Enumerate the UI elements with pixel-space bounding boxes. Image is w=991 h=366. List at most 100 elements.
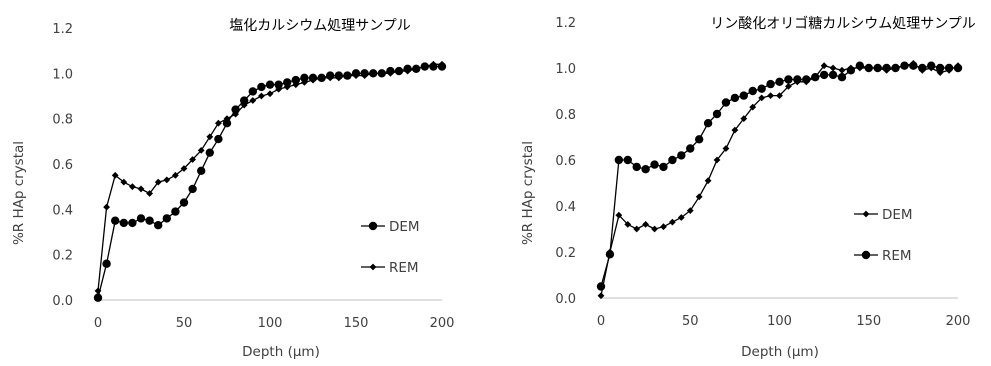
y-tick-label: 1.0 xyxy=(52,67,73,82)
data-point-dem xyxy=(205,148,214,157)
data-point-dem xyxy=(776,92,783,99)
data-point-rem xyxy=(137,185,145,193)
data-point-rem xyxy=(189,156,196,163)
series-rem xyxy=(596,61,963,291)
data-point-rem xyxy=(837,73,847,82)
x-tick-label: 100 xyxy=(767,314,792,329)
data-point-rem xyxy=(249,97,257,104)
data-point-rem xyxy=(395,67,403,75)
data-point-rem xyxy=(793,75,802,84)
data-point-dem xyxy=(102,259,111,268)
chart-calcium-chloride: 塩化カルシウム処理サンプル %R HAp crystal Depth (µm) … xyxy=(11,18,454,360)
data-point-rem xyxy=(757,84,766,93)
data-point-rem xyxy=(873,63,882,73)
data-point-rem xyxy=(802,75,811,84)
data-point-dem xyxy=(722,145,730,152)
data-point-rem xyxy=(846,66,856,75)
y-axis-title: %R HAp crystal xyxy=(520,141,536,245)
data-point-dem xyxy=(257,82,266,92)
data-point-rem xyxy=(387,69,394,77)
data-point-rem xyxy=(438,60,446,68)
data-point-dem xyxy=(731,126,739,134)
legend-label: DEM xyxy=(882,207,913,223)
data-point-dem xyxy=(749,103,757,111)
y-tick-label: 0.0 xyxy=(52,294,73,309)
data-point-dem xyxy=(677,214,685,221)
x-axis-title: Depth (µm) xyxy=(741,344,819,360)
data-point-rem xyxy=(197,147,205,154)
x-tick-label: 200 xyxy=(430,316,455,331)
data-point-dem xyxy=(642,221,650,228)
data-point-rem xyxy=(223,115,231,123)
data-point-rem xyxy=(120,178,128,186)
data-point-rem xyxy=(361,72,368,79)
data-point-rem xyxy=(668,155,677,165)
data-point-dem xyxy=(300,73,309,83)
legend-label: REM xyxy=(882,248,912,264)
data-point-dem xyxy=(669,218,676,226)
y-tick-label: 1.0 xyxy=(555,62,576,77)
data-point-rem xyxy=(258,92,265,100)
data-point-rem xyxy=(111,171,119,179)
legend-marker xyxy=(861,250,871,260)
data-point-dem xyxy=(128,218,137,228)
data-point-rem xyxy=(404,67,411,75)
data-point-dem xyxy=(651,225,658,233)
data-point-dem xyxy=(713,156,721,164)
chart-title: リン酸化オリゴ糖カルシウム処理サンプル xyxy=(710,15,976,32)
data-point-rem xyxy=(172,171,179,179)
data-point-rem xyxy=(900,61,909,70)
data-point-dem xyxy=(820,62,828,70)
data-point-rem xyxy=(703,119,713,128)
data-point-dem xyxy=(597,292,605,300)
data-point-dem xyxy=(686,207,694,214)
x-tick-label: 150 xyxy=(344,316,369,331)
data-point-rem xyxy=(206,133,214,141)
data-point-rem xyxy=(730,93,740,103)
y-tick-label: 0.8 xyxy=(555,108,576,123)
data-point-rem xyxy=(232,110,239,118)
data-point-rem xyxy=(326,74,334,82)
data-point-rem xyxy=(129,183,136,191)
data-point-rem xyxy=(828,70,838,80)
data-point-dem xyxy=(188,184,197,194)
data-point-dem xyxy=(291,75,300,85)
data-point-rem xyxy=(882,63,891,73)
data-point-dem xyxy=(222,119,232,128)
data-point-rem xyxy=(641,165,650,174)
legend-item-rem: REM xyxy=(854,248,912,264)
data-point-dem xyxy=(197,166,206,175)
x-tick-label: 150 xyxy=(856,314,881,329)
data-point-dem xyxy=(283,78,292,87)
data-point-rem xyxy=(605,250,615,259)
series-line-rem xyxy=(97,63,442,291)
legend-marker xyxy=(369,263,377,271)
y-tick-label: 0.6 xyxy=(52,158,73,173)
y-tick-label: 0.6 xyxy=(555,154,576,169)
data-point-dem xyxy=(785,83,792,90)
data-point-dem xyxy=(179,198,189,207)
legend-marker xyxy=(862,210,870,218)
data-point-rem xyxy=(721,98,731,107)
data-point-rem xyxy=(335,74,343,82)
data-point-rem xyxy=(266,90,274,98)
data-point-dem xyxy=(214,134,223,144)
data-point-dem xyxy=(171,207,180,216)
x-tick-label: 50 xyxy=(176,316,193,331)
data-point-rem xyxy=(309,76,317,84)
data-point-dem xyxy=(838,66,846,74)
data-point-dem xyxy=(695,193,703,201)
x-tick-label: 200 xyxy=(946,314,971,329)
data-point-rem xyxy=(712,109,722,119)
data-point-dem xyxy=(704,177,712,185)
data-point-dem xyxy=(119,218,128,228)
data-point-dem xyxy=(624,221,632,228)
data-point-rem xyxy=(677,151,686,160)
legend-item-rem: REM xyxy=(361,260,419,276)
data-point-dem xyxy=(660,223,667,231)
data-point-dem xyxy=(633,225,641,233)
y-tick-label: 0.2 xyxy=(555,246,576,261)
data-point-rem xyxy=(430,60,437,68)
data-point-rem xyxy=(739,91,748,100)
